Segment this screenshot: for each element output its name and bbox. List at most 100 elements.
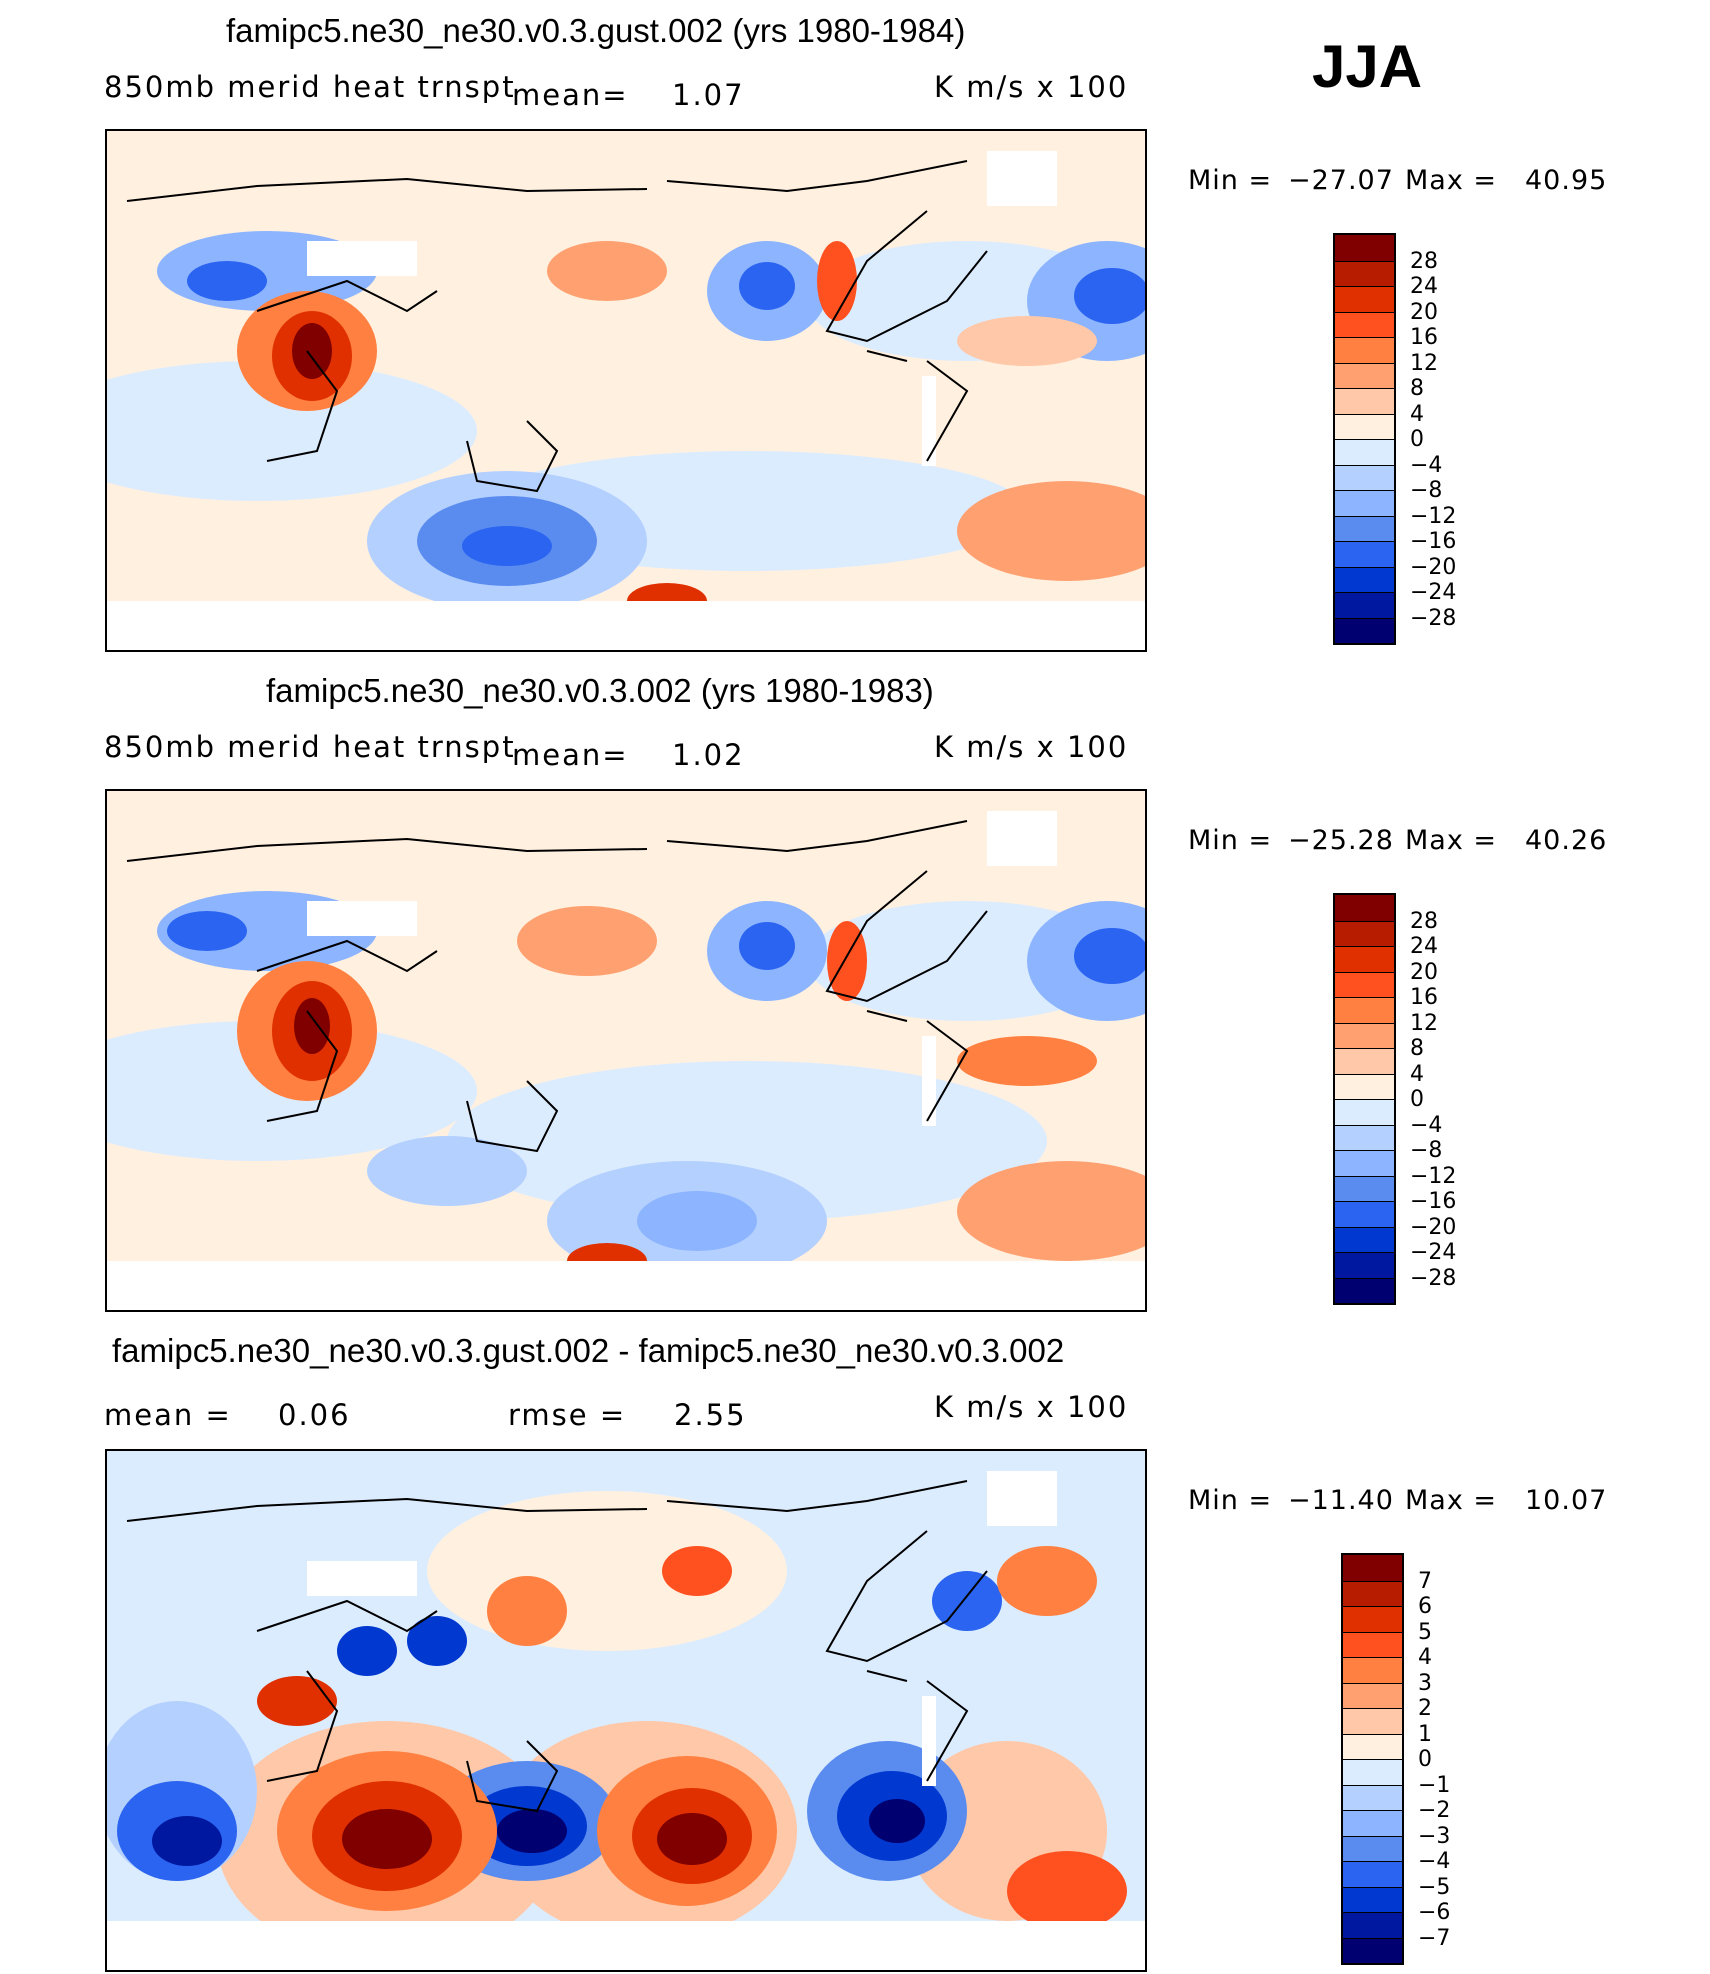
colorbar-tick-label: 24 — [1410, 934, 1438, 959]
colorbar-cell — [1335, 311, 1394, 337]
panel1-min-label: Min = — [1188, 165, 1273, 196]
colorbar-cell — [1335, 1175, 1394, 1201]
colorbar-tick-label: −20 — [1410, 1214, 1457, 1240]
colorbar-tick-label: −8 — [1410, 1138, 1443, 1163]
colorbar-tick-label: 28 — [1410, 248, 1438, 274]
panel3-max-value: 10.07 — [1525, 1485, 1608, 1516]
colorbar-cell — [1335, 515, 1394, 541]
colorbar-tick-label: −24 — [1410, 1240, 1457, 1265]
colorbar-cell — [1335, 1150, 1394, 1176]
colorbar-tick-label: −5 — [1418, 1874, 1451, 1900]
panel3-map — [105, 1449, 1147, 1972]
colorbar-tick-label: 5 — [1418, 1619, 1432, 1645]
colorbar-cell — [1335, 286, 1394, 312]
colorbar-cell — [1335, 260, 1394, 286]
colorbar-tick-label: 8 — [1410, 376, 1424, 401]
panel2-title: famipc5.ne30_ne30.v0.3.002 (yrs 1980-198… — [266, 672, 934, 709]
colorbar-tick-label: 0 — [1418, 1747, 1432, 1772]
colorbar-cell — [1335, 388, 1394, 414]
colorbar-tick-label: 0 — [1410, 1087, 1424, 1112]
colorbar-cell — [1335, 439, 1394, 465]
colorbar-tick-label: −4 — [1410, 452, 1443, 478]
colorbar-cell — [1335, 895, 1394, 921]
colorbar-cell — [1335, 997, 1394, 1023]
colorbar-tick-label: −7 — [1418, 1925, 1451, 1951]
colorbar-cell — [1335, 1124, 1394, 1150]
colorbar-cell — [1343, 1555, 1402, 1581]
colorbar-tick-label: 8 — [1410, 1036, 1424, 1061]
colorbar-tick-label: 4 — [1410, 1061, 1424, 1087]
colorbar-cell — [1335, 617, 1394, 643]
panel1-title: famipc5.ne30_ne30.v0.3.gust.002 (yrs 198… — [226, 12, 966, 49]
colorbar-cell — [1343, 1835, 1402, 1861]
colorbar-cell — [1343, 1937, 1402, 1963]
colorbar-tick-label: −6 — [1418, 1900, 1451, 1925]
colorbar-tick-label: −16 — [1410, 1189, 1457, 1214]
colorbar-cell — [1343, 1682, 1402, 1708]
colorbar-tick-label: 3 — [1418, 1670, 1432, 1696]
colorbar-tick-label: 7 — [1418, 1568, 1432, 1594]
colorbar-cell — [1343, 1580, 1402, 1606]
colorbar-tick-label: −24 — [1410, 580, 1457, 605]
colorbar-tick-label: −3 — [1418, 1823, 1451, 1849]
panel1-units: K m/s x 100 — [934, 70, 1129, 104]
panel2-min-label: Min = — [1188, 825, 1273, 856]
colorbar-cell — [1343, 1708, 1402, 1734]
panel3-min-label: Min = — [1188, 1485, 1273, 1516]
colorbar-tick-label: −2 — [1418, 1798, 1451, 1823]
colorbar-cell — [1343, 1759, 1402, 1785]
panel3-mean-label: mean = — [104, 1398, 232, 1432]
colorbar-tick-label: −4 — [1418, 1849, 1451, 1874]
colorbar-tick-label: 0 — [1410, 427, 1424, 452]
colorbar-tick-label: −4 — [1410, 1112, 1443, 1138]
panel3-min-value: −11.40 — [1288, 1485, 1394, 1516]
panel3-mean-value: 0.06 — [278, 1398, 351, 1432]
colorbar-cell — [1335, 413, 1394, 439]
colorbar-cell — [1335, 566, 1394, 592]
colorbar-cell — [1335, 1252, 1394, 1278]
panel3-field — [107, 1451, 1145, 1970]
panel3-title: famipc5.ne30_ne30.v0.3.gust.002 - famipc… — [112, 1332, 1065, 1369]
season-label: JJA — [1312, 33, 1423, 100]
colorbar-tick-label: −12 — [1410, 1163, 1457, 1189]
colorbar-tick-label: 6 — [1418, 1594, 1432, 1619]
colorbar-cell — [1343, 1886, 1402, 1912]
colorbar-cell — [1335, 1201, 1394, 1227]
colorbar-tick-label: 20 — [1410, 959, 1438, 985]
panel2-mean-value: 1.02 — [672, 738, 745, 772]
colorbar-cell — [1335, 1226, 1394, 1252]
colorbar-cell — [1335, 541, 1394, 567]
panel2-map — [105, 789, 1147, 1312]
panel1-map — [105, 129, 1147, 652]
colorbar-tick-label: 12 — [1410, 350, 1438, 376]
colorbar-tick-label: −1 — [1418, 1772, 1451, 1798]
colorbar-tick-label: 24 — [1410, 274, 1438, 299]
colorbar-tick-label: 2 — [1418, 1696, 1432, 1721]
colorbar-cell — [1343, 1861, 1402, 1887]
colorbar-cell — [1335, 362, 1394, 388]
colorbar-cell — [1335, 1099, 1394, 1125]
colorbar-tick-label: 16 — [1410, 325, 1438, 350]
colorbar-tick-label: 16 — [1410, 985, 1438, 1010]
colorbar-cell — [1335, 235, 1394, 261]
colorbar-tick-label: −16 — [1410, 529, 1457, 554]
colorbar-tick-label: 20 — [1410, 299, 1438, 325]
colorbar-cell — [1343, 1657, 1402, 1683]
panel2-colorbar — [1333, 893, 1396, 1305]
panel1-mean-label: mean= — [512, 78, 629, 112]
colorbar-tick-label: 12 — [1410, 1010, 1438, 1036]
colorbar-tick-label: −12 — [1410, 503, 1457, 529]
panel1-max-label: Max = — [1405, 165, 1498, 196]
colorbar-tick-label: 4 — [1410, 401, 1424, 427]
panel1-field — [107, 131, 1145, 650]
panel1-variable: 850mb merid heat trnspt — [104, 70, 516, 104]
panel2-max-label: Max = — [1405, 825, 1498, 856]
colorbar-cell — [1335, 946, 1394, 972]
panel3-colorbar — [1341, 1553, 1404, 1965]
colorbar-cell — [1343, 1606, 1402, 1632]
panel2-min-value: −25.28 — [1288, 825, 1394, 856]
panel2-field — [107, 791, 1145, 1310]
colorbar-tick-label: −28 — [1410, 605, 1457, 631]
colorbar-cell — [1335, 464, 1394, 490]
colorbar-cell — [1335, 1048, 1394, 1074]
